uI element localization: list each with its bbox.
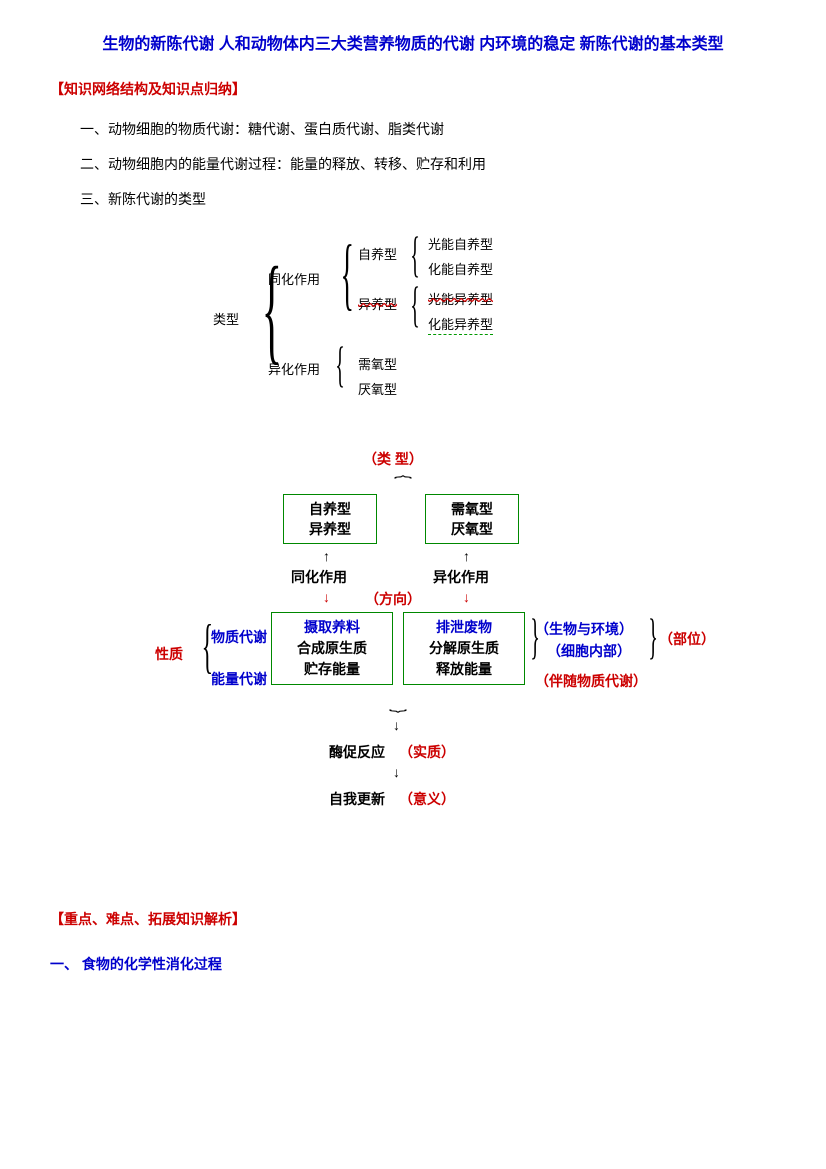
arrow-down-icon: ↓ — [393, 764, 400, 780]
section-header-structure: 【知识网络结构及知识点归纳】 — [50, 79, 776, 99]
brace-icon: { — [340, 234, 353, 314]
arrow-up-icon: ↑ — [323, 548, 330, 564]
box-assimilation-detail: 摄取养料 合成原生质 贮存能量 — [271, 612, 393, 685]
para-3: 三、新陈代谢的类型 — [80, 189, 776, 209]
brace-icon: { — [410, 279, 420, 329]
classification-tree: 类型 { 同化作用 异化作用 { { 自养型 异养型 需氧型 厌氧型 { { 光… — [213, 239, 613, 409]
box-line: 需氧型 — [438, 499, 506, 519]
tree-leaf: 光能异养型 — [428, 289, 493, 308]
tree-node-yihua: 异化作用 — [268, 359, 320, 378]
tree-root: 类型 — [213, 309, 239, 328]
arrow-down-icon: ↓ — [323, 589, 330, 605]
box-line: 合成原生质 — [284, 638, 380, 659]
box-autotroph: 自养型 异养型 — [283, 494, 377, 544]
page-title: 生物的新陈代谢 人和动物体内三大类营养物质的代谢 内环境的稳定 新陈代谢的基本类… — [50, 30, 776, 54]
box-line: 排泄废物 — [416, 617, 512, 638]
brace-icon: ⏟ — [268, 696, 528, 713]
label-organism-env: （生物与环境） — [535, 619, 633, 639]
label-accompanying: （伴随物质代谢） — [535, 671, 647, 691]
arrow-down-icon: ↓ — [463, 589, 470, 605]
brace-icon: { — [410, 229, 420, 279]
arrow-down-icon: ↓ — [393, 717, 400, 733]
box-line: 摄取养料 — [284, 617, 380, 638]
label-essence: （实质） — [399, 742, 455, 762]
tree-leaf: 化能异养型 — [428, 314, 493, 335]
section-header-analysis: 【重点、难点、拓展知识解析】 — [50, 909, 776, 929]
box-line: 自养型 — [296, 499, 364, 519]
box-aerobic: 需氧型 厌氧型 — [425, 494, 519, 544]
box-line: 异养型 — [296, 519, 364, 539]
label-dissimilation: 异化作用 — [433, 567, 489, 587]
label-location: （部位） — [659, 629, 715, 649]
label-enzyme-reaction: 酶促反应 — [329, 742, 385, 762]
tree-leaf: 化能自养型 — [428, 259, 493, 278]
label-nature: 性质 — [155, 644, 183, 664]
brace-icon: { — [262, 249, 282, 369]
tree-node-tonghua: 同化作用 — [268, 269, 320, 288]
label-meaning: （意义） — [399, 789, 455, 809]
para-1: 一、动物细胞的物质代谢：糖代谢、蛋白质代谢、脂类代谢 — [80, 119, 776, 139]
box-line: 释放能量 — [416, 659, 512, 680]
label-cell-internal: （细胞内部） — [547, 641, 631, 661]
tree-node-yanyang: 厌氧型 — [358, 379, 397, 398]
label-energy-metabolism: 能量代谢 — [211, 669, 267, 689]
box-line: 贮存能量 — [284, 659, 380, 680]
box-dissimilation-detail: 排泄废物 分解原生质 释放能量 — [403, 612, 525, 685]
brace-icon: ⏞ — [288, 476, 518, 493]
box-line: 分解原生质 — [416, 638, 512, 659]
tree-node-xuyang: 需氧型 — [358, 354, 397, 373]
tree-node-yiyang: 异养型 — [358, 294, 397, 313]
brace-icon: { — [335, 339, 345, 389]
tree-node-ziyang: 自养型 — [358, 244, 397, 263]
section-header-digestion: 一、 食物的化学性消化过程 — [50, 954, 776, 974]
label-direction: （方向） — [365, 589, 421, 609]
arrow-up-icon: ↑ — [463, 548, 470, 564]
brace-icon: } — [648, 607, 658, 665]
tree-leaf: 光能自养型 — [428, 234, 493, 253]
box-line: 厌氧型 — [438, 519, 506, 539]
metabolism-flowchart: （类 型） ⏞ 自养型 异养型 需氧型 厌氧型 ↑ ↑ 同化作用 异化作用 ↓ … — [93, 449, 733, 889]
label-assimilation: 同化作用 — [291, 567, 347, 587]
label-type: （类 型） — [363, 449, 423, 469]
para-2: 二、动物细胞内的能量代谢过程：能量的释放、转移、贮存和利用 — [80, 154, 776, 174]
label-material-metabolism: 物质代谢 — [211, 627, 267, 647]
label-self-renewal: 自我更新 — [329, 789, 385, 809]
